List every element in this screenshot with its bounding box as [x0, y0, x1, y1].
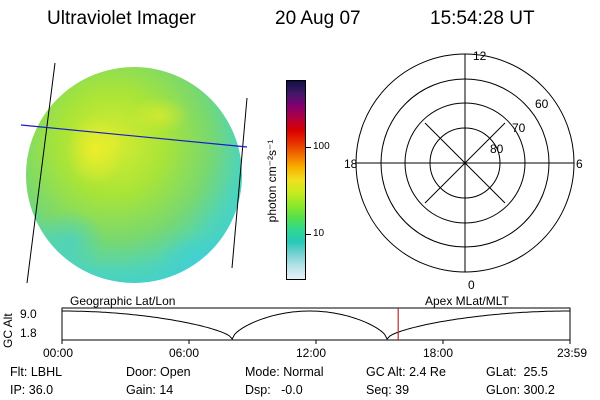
status-glon: GLon: 300.2 — [486, 383, 555, 397]
status-gc-alt: GC Alt: 2.4 Re — [366, 365, 446, 379]
colorbar-unit-label: photon cm⁻²s⁻¹ — [265, 139, 279, 223]
timeline-plot — [61, 307, 571, 344]
colorbar-tick-10: 10 — [313, 228, 325, 239]
polar-label-right: 6 — [576, 157, 583, 171]
timeline-left-title: Geographic Lat/Lon — [70, 294, 176, 308]
terminator-left-line — [26, 62, 56, 284]
x-tick-1200: 12:00 — [296, 346, 327, 360]
status-seq: Seq: 39 — [366, 383, 410, 397]
observation-date: 20 Aug 07 — [275, 8, 361, 29]
observation-time: 15:54:28 UT — [430, 8, 535, 29]
polar-label-top: 12 — [473, 49, 487, 63]
scan-line — [20, 124, 248, 148]
x-tick-1800: 18:00 — [423, 346, 454, 360]
timeline-y-label: GC Alt — [1, 313, 15, 348]
status-ip: IP: 36.0 — [10, 383, 54, 397]
polar-label-left: 18 — [344, 157, 358, 171]
instrument-title: Ultraviolet Imager — [47, 8, 196, 29]
timeline-y-tick-low: 1.8 — [20, 326, 37, 340]
x-tick-0600: 06:00 — [169, 346, 200, 360]
x-tick-2359: 23:59 — [557, 346, 588, 360]
uv-earth-image — [20, 62, 248, 284]
colorbar-tick-100: 100 — [313, 141, 330, 152]
orbit-altitude-curve — [62, 310, 570, 340]
status-glat: GLat: 25.5 — [486, 365, 548, 379]
timeline-y-tick-high: 9.0 — [20, 307, 37, 321]
timeline-frame — [61, 307, 571, 341]
status-dsp: Dsp: -0.0 — [245, 383, 303, 397]
status-mode: Mode: Normal — [245, 365, 324, 379]
polar-label-bottom: 0 — [468, 278, 475, 292]
x-tick-0000: 00:00 — [43, 346, 74, 360]
polar-ring-label-80: 80 — [490, 142, 504, 156]
timeline-right-title: Apex MLat/MLT — [425, 294, 509, 308]
colorbar — [286, 80, 306, 280]
polar-ring-label-60: 60 — [535, 97, 549, 111]
status-flt: Flt: LBHL — [10, 365, 63, 379]
polar-ring-label-70: 70 — [512, 121, 526, 135]
polar-plot: 12 18 6 0 60 70 80 — [344, 49, 583, 292]
terminator-right-line — [231, 97, 248, 269]
status-gain: Gain: 14 — [126, 383, 174, 397]
status-door: Door: Open — [126, 365, 191, 379]
